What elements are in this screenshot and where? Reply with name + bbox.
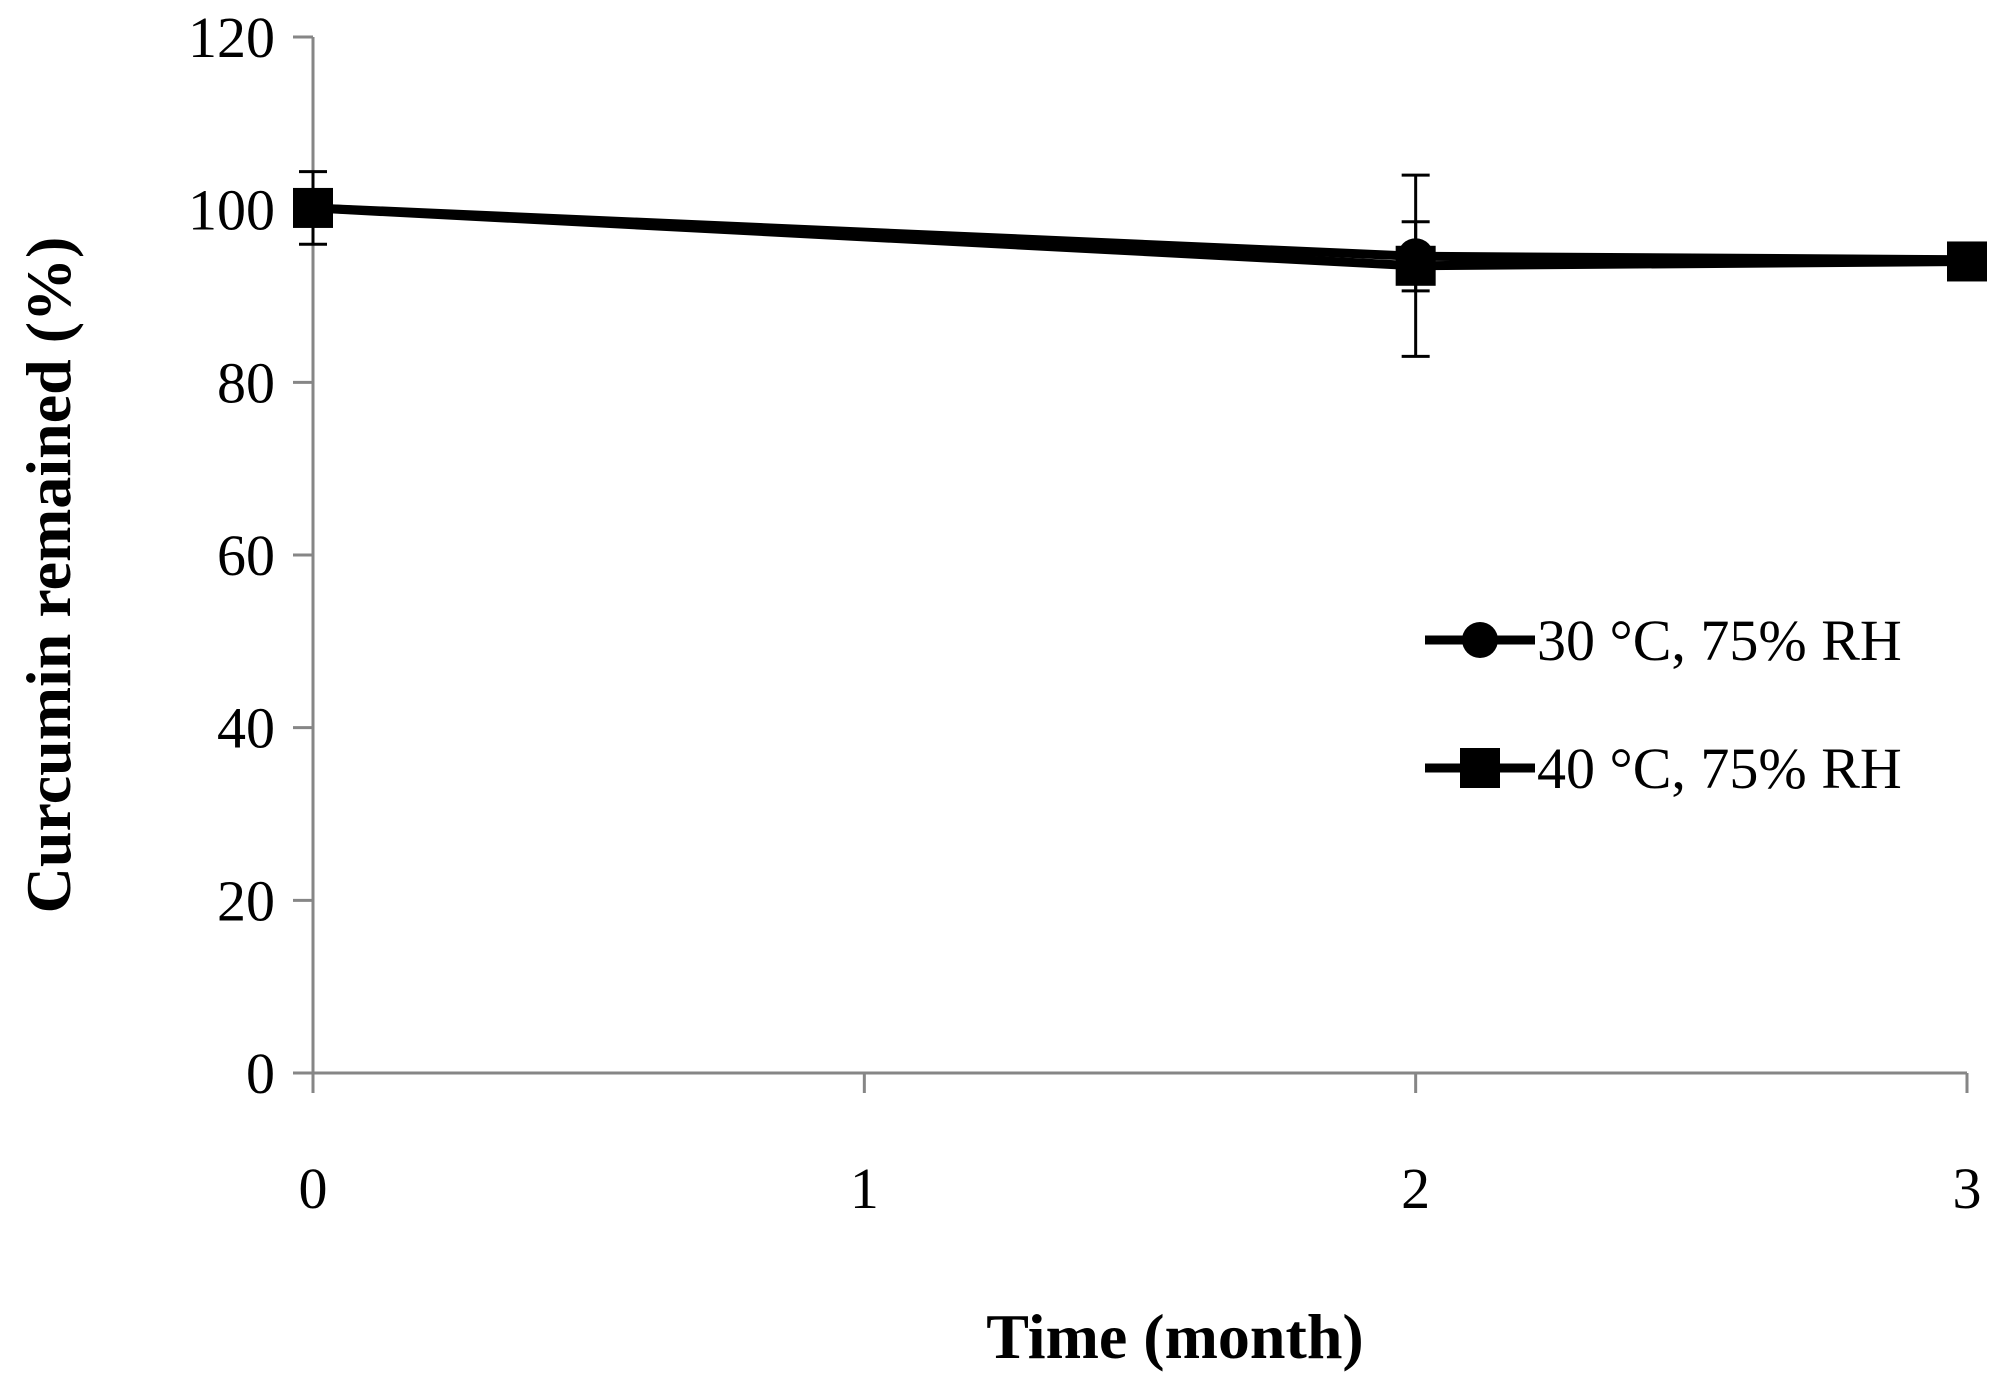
legend-label-30c: 30 °C, 75% RH bbox=[1537, 608, 1902, 673]
x-tick-label: 0 bbox=[299, 1156, 328, 1221]
legend-label-40c: 40 °C, 75% RH bbox=[1537, 736, 1902, 801]
x-tick-label: 2 bbox=[1401, 1156, 1430, 1221]
y-tick-label: 40 bbox=[217, 696, 275, 761]
y-tick-label: 100 bbox=[188, 178, 275, 243]
x-axis-title: Time (month) bbox=[986, 1301, 1363, 1372]
series-layer bbox=[293, 170, 1987, 358]
y-tick-label: 80 bbox=[217, 350, 275, 415]
data-point bbox=[1947, 241, 1987, 282]
data-point bbox=[293, 187, 333, 228]
legend: 30 °C, 75% RH 40 °C, 75% RH bbox=[1425, 608, 1902, 801]
series-30c bbox=[295, 189, 1985, 293]
y-tick-label: 0 bbox=[246, 1041, 275, 1106]
y-tick-label: 20 bbox=[217, 868, 275, 933]
y-tick-label: 120 bbox=[188, 5, 275, 70]
legend-marker-square bbox=[1460, 748, 1500, 788]
y-axis-title: Curcumin remained (%) bbox=[13, 237, 84, 914]
y-axis-ticks: 0 20 40 60 80 100 120 bbox=[188, 5, 313, 1106]
x-axis-ticks: 0 1 2 3 bbox=[299, 1073, 1982, 1221]
x-tick-label: 3 bbox=[1953, 1156, 1982, 1221]
data-point bbox=[1395, 245, 1436, 286]
legend-item-30c: 30 °C, 75% RH bbox=[1425, 608, 1902, 673]
plot-area: 0 20 40 60 80 100 120 0 1 2 3 bbox=[188, 5, 1987, 1221]
y-tick-label: 60 bbox=[217, 523, 275, 588]
legend-item-40c: 40 °C, 75% RH bbox=[1425, 736, 1902, 801]
legend-marker-circle bbox=[1462, 622, 1498, 658]
series-40c bbox=[293, 170, 1987, 358]
x-tick-label: 1 bbox=[850, 1156, 879, 1221]
